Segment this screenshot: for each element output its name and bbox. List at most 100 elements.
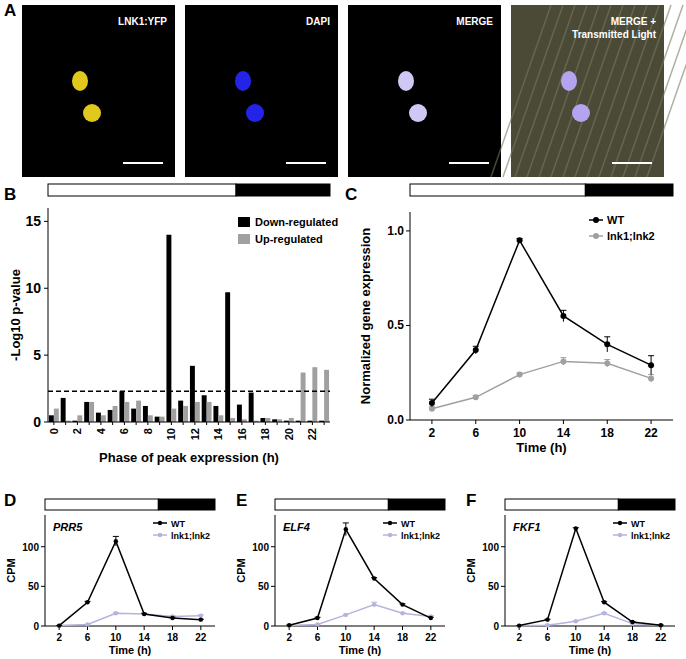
bars — [48, 235, 330, 422]
panel-letter: D — [4, 491, 16, 510]
point — [560, 313, 566, 319]
point — [142, 612, 146, 616]
x-tick — [519, 420, 520, 424]
photoperiod-dark — [158, 499, 215, 510]
bar — [166, 235, 171, 422]
bar — [178, 401, 183, 422]
y-tick-label: 1.0 — [387, 224, 404, 238]
legend-swatch — [238, 217, 250, 227]
error-bar — [113, 536, 119, 546]
bar — [155, 417, 160, 422]
x-tick-label: 10 — [110, 632, 122, 643]
y-tick-label: 0 — [263, 621, 269, 632]
x-tick — [115, 626, 116, 630]
error-bar — [560, 358, 566, 366]
x-tick — [288, 422, 289, 425]
point — [85, 622, 89, 626]
x-tick — [206, 422, 207, 425]
bar — [195, 402, 200, 422]
point — [560, 358, 566, 364]
scale-bar — [286, 162, 326, 164]
x-tick — [77, 422, 78, 425]
photoperiod-light — [505, 499, 618, 510]
x-tick — [65, 422, 66, 425]
x-tick — [194, 422, 195, 425]
y-tick — [271, 586, 275, 587]
x-tick — [265, 422, 266, 425]
y-tick — [406, 420, 410, 421]
figure: ALNK1:YFPDAPIMERGEMERGE +Transmitted Lig… — [0, 0, 686, 659]
y-axis — [45, 515, 46, 626]
y-tick-label: 0 — [33, 414, 41, 430]
x-tick — [604, 626, 605, 630]
x-tick — [100, 422, 101, 425]
point — [85, 600, 89, 604]
point — [429, 616, 433, 620]
point — [648, 362, 654, 368]
point — [545, 623, 549, 627]
micrograph: LNK1:YFP — [22, 5, 175, 177]
x-tick-label: 0 — [48, 428, 60, 434]
y-label: -Log10 p-value — [8, 269, 23, 361]
x-label: Time (h) — [569, 644, 612, 656]
bar — [312, 367, 317, 422]
nucleus — [246, 104, 264, 122]
legend-label: WT — [607, 214, 624, 226]
image-bg — [22, 5, 175, 177]
x-tick — [277, 422, 278, 425]
photoperiod-light — [45, 499, 158, 510]
point — [400, 602, 404, 606]
bar — [136, 401, 141, 422]
x-tick-label: 8 — [142, 428, 154, 434]
y-tick — [41, 626, 45, 627]
panel-letter: B — [4, 185, 16, 204]
point — [170, 616, 174, 620]
y-tick-label: 0 — [493, 621, 499, 632]
x-tick-label: 10 — [513, 426, 527, 440]
x-tick-label: 20 — [283, 428, 295, 440]
point — [114, 539, 118, 543]
image-bg — [185, 5, 338, 177]
point — [659, 623, 663, 627]
y-axis — [48, 208, 49, 422]
point — [517, 624, 521, 628]
x-tick-label: 14 — [599, 632, 611, 643]
scale-bar — [612, 162, 652, 164]
panel-letter: A — [4, 1, 16, 20]
x-tick-label: 12 — [189, 428, 201, 440]
gene-name: FKF1 — [513, 521, 541, 533]
image-bg — [348, 5, 501, 177]
bar — [301, 373, 306, 422]
x-axis — [410, 420, 673, 421]
x-tick-label: 2 — [429, 426, 436, 440]
x-tick-label: 6 — [118, 428, 130, 434]
bar — [324, 370, 329, 422]
x-tick — [300, 422, 301, 425]
panel-letter: F — [466, 491, 476, 510]
error-bar — [429, 399, 435, 407]
x-tick — [147, 422, 148, 425]
bar — [124, 402, 129, 422]
legend-label: Down-regulated — [255, 216, 338, 228]
legend-marker — [158, 521, 162, 525]
x-tick — [89, 422, 90, 425]
x-tick — [144, 626, 145, 630]
x-tick — [563, 420, 564, 424]
x-tick-label: 6 — [85, 632, 91, 643]
x-tick-label: 2 — [56, 632, 62, 643]
bar — [160, 417, 165, 422]
bar — [183, 406, 188, 422]
x-tick — [632, 626, 633, 630]
series-line — [519, 613, 661, 626]
nucleus — [398, 71, 414, 91]
point — [372, 602, 376, 606]
y-tick — [501, 546, 505, 547]
x-tick — [218, 422, 219, 425]
y-tick-label: 0.5 — [387, 318, 404, 332]
bar — [225, 292, 230, 422]
legend-label: WT — [171, 519, 185, 529]
legend-label: lnk1;lnk2 — [607, 230, 655, 242]
x-tick-label: 6 — [315, 632, 321, 643]
x-tick-label: 10 — [340, 632, 352, 643]
point — [400, 611, 404, 615]
